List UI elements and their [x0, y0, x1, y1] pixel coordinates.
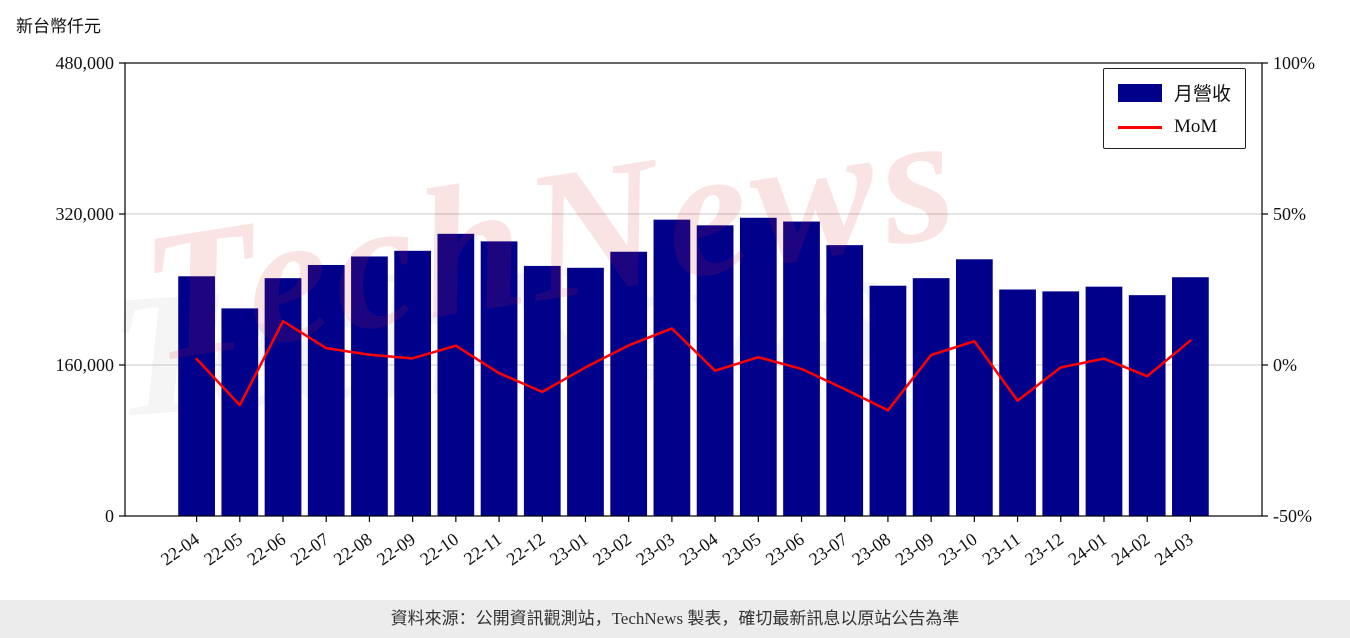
- bar-22-10: [437, 233, 475, 516]
- bar-22-07: [307, 264, 345, 516]
- x-tick-label-23-05: 23-05: [719, 529, 765, 569]
- y-axis-left: 0 160,000 320,000 480,000: [56, 53, 125, 526]
- revenue-bar-swatch: [1117, 83, 1162, 102]
- footer-note: 資料來源：公開資訊觀測站，TechNews 製表，確切最新訊息以原站公告為準: [0, 600, 1350, 638]
- bar-22-09: [394, 250, 432, 516]
- y-axis-right: -50% 0% 50% 100%: [1262, 53, 1315, 526]
- pct-tick-label: 50%: [1273, 204, 1306, 224]
- legend-label-mom: MoM: [1173, 116, 1218, 137]
- bar-23-03: [653, 219, 691, 516]
- legend-label-revenue: 月營收: [1173, 84, 1231, 105]
- chart-svg: 0 160,000 320,000 480,000 -50% 0% 50% 100% 22-04…: [56, 53, 1316, 569]
- bar-22-05: [221, 308, 259, 516]
- bar-22-08: [351, 256, 388, 516]
- mom-line-swatch: [1117, 125, 1162, 129]
- x-axis: 22-0422-0522-0622-0722-0822-0922-1022-11…: [157, 516, 1197, 569]
- bar-23-12: [1042, 291, 1080, 516]
- y-axis-unit-label: 新台幣仟元: [16, 17, 101, 36]
- legend: 月營收 MoM: [1102, 68, 1246, 149]
- bar-23-02: [610, 251, 648, 516]
- bar-22-06: [264, 278, 302, 516]
- bar-23-05: [739, 217, 777, 516]
- x-tick-label-23-06: 23-06: [762, 529, 808, 569]
- x-tick-label-24-01: 24-01: [1064, 529, 1110, 569]
- x-tick-label-23-04: 23-04: [676, 529, 722, 569]
- bar-23-08: [869, 285, 907, 516]
- legend-item-mom: MoM: [1117, 116, 1231, 138]
- legend-item-revenue: 月營收: [1117, 79, 1231, 106]
- bar-23-07: [826, 245, 864, 517]
- chart-area: 新台幣仟元 TechNews 0160,000320,000480,000-50…: [16, 17, 1316, 569]
- x-tick-label-22-07: 22-07: [287, 529, 333, 569]
- y-tick-label: 0: [105, 506, 114, 526]
- x-tick-label-22-12: 22-12: [503, 529, 549, 569]
- bar-24-03: [1172, 277, 1209, 516]
- x-tick-label-22-08: 22-08: [330, 529, 376, 569]
- bar-22-04: [178, 276, 215, 516]
- x-tick-label-24-02: 24-02: [1108, 529, 1154, 569]
- pct-tick-label: 100%: [1273, 53, 1315, 73]
- y-tick-label: 160,000: [56, 355, 115, 375]
- pct-tick-label: -50%: [1273, 506, 1312, 526]
- bar-23-11: [999, 289, 1036, 516]
- pct-tick-label: 0%: [1273, 355, 1297, 375]
- bar-24-01: [1085, 286, 1123, 516]
- bar-24-02: [1128, 295, 1166, 516]
- x-tick-label-23-12: 23-12: [1021, 529, 1067, 569]
- x-tick-label-23-09: 23-09: [892, 529, 938, 569]
- y-tick-label: 480,000: [56, 53, 115, 73]
- x-tick-label-23-03: 23-03: [632, 529, 678, 569]
- bar-23-10: [955, 259, 993, 516]
- x-tick-label-23-08: 23-08: [848, 529, 894, 569]
- x-tick-label-22-05: 22-05: [200, 529, 246, 569]
- revenue-bars: [178, 217, 1209, 517]
- bar-23-01: [567, 267, 604, 516]
- x-tick-label-24-03: 24-03: [1151, 529, 1197, 569]
- bar-23-09: [912, 278, 950, 516]
- plot-border: [124, 62, 1263, 517]
- x-tick-label-23-07: 23-07: [805, 529, 851, 569]
- x-tick-label-22-11: 22-11: [460, 529, 505, 569]
- x-tick-label-22-10: 22-10: [416, 529, 462, 569]
- x-tick-label-22-04: 22-04: [157, 529, 203, 569]
- x-tick-label-22-06: 22-06: [243, 529, 289, 569]
- x-tick-label-23-02: 23-02: [589, 529, 635, 569]
- x-tick-label-23-01: 23-01: [546, 529, 592, 569]
- x-tick-label-23-11: 23-11: [979, 529, 1024, 569]
- x-tick-label-23-10: 23-10: [935, 529, 981, 569]
- mom-line: [195, 319, 1192, 412]
- y-tick-label: 320,000: [56, 204, 115, 224]
- x-tick-label-22-09: 22-09: [373, 529, 419, 569]
